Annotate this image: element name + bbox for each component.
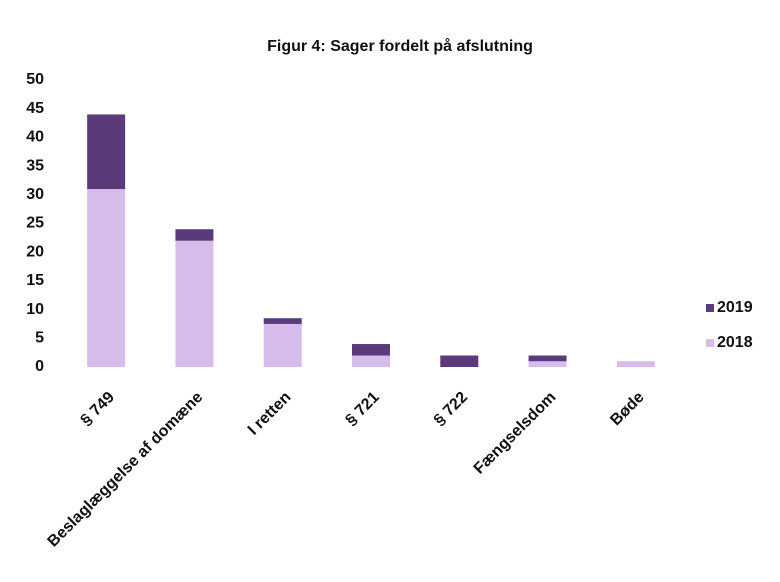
bar-segment bbox=[440, 355, 479, 367]
legend-swatch bbox=[706, 304, 714, 312]
y-tick-label: 5 bbox=[35, 330, 44, 347]
x-tick-label: Fængselsdom bbox=[471, 389, 560, 478]
bar-segment bbox=[352, 344, 390, 356]
y-tick-label: 50 bbox=[26, 71, 44, 88]
bar-segment bbox=[263, 323, 302, 367]
y-tick-label: 25 bbox=[26, 215, 44, 232]
bar-segment bbox=[87, 189, 126, 367]
x-tick-label: § 749 bbox=[78, 389, 118, 429]
x-tick-label: Bøde bbox=[607, 389, 647, 429]
bar-segment bbox=[528, 355, 567, 362]
bar-segment bbox=[175, 229, 214, 241]
x-tick-label: I retten bbox=[245, 389, 295, 439]
bar-segment bbox=[87, 114, 126, 190]
x-tick-label: § 722 bbox=[431, 389, 471, 429]
legend-label: 2019 bbox=[717, 299, 753, 316]
bar-segment bbox=[175, 240, 214, 367]
y-tick-label: 0 bbox=[35, 358, 44, 375]
legend-label: 2018 bbox=[717, 334, 753, 351]
x-tick-label: § 721 bbox=[342, 389, 382, 429]
x-tick-label: Beslaglæggelse af domæne bbox=[45, 389, 207, 551]
bar-segment bbox=[263, 318, 302, 324]
chart-title: Figur 4: Sager fordelt på afslutning bbox=[267, 37, 533, 55]
y-tick-label: 35 bbox=[26, 157, 44, 174]
y-tick-label: 40 bbox=[26, 129, 44, 146]
y-tick-label: 10 bbox=[26, 301, 44, 318]
legend-swatch bbox=[706, 339, 714, 347]
y-tick-label: 30 bbox=[26, 186, 44, 203]
bar-segment bbox=[352, 355, 390, 367]
y-tick-label: 15 bbox=[26, 272, 44, 289]
y-tick-label: 45 bbox=[26, 100, 44, 117]
y-tick-label: 20 bbox=[26, 243, 44, 260]
bar-segment bbox=[528, 361, 567, 367]
bar-segment bbox=[616, 361, 655, 367]
